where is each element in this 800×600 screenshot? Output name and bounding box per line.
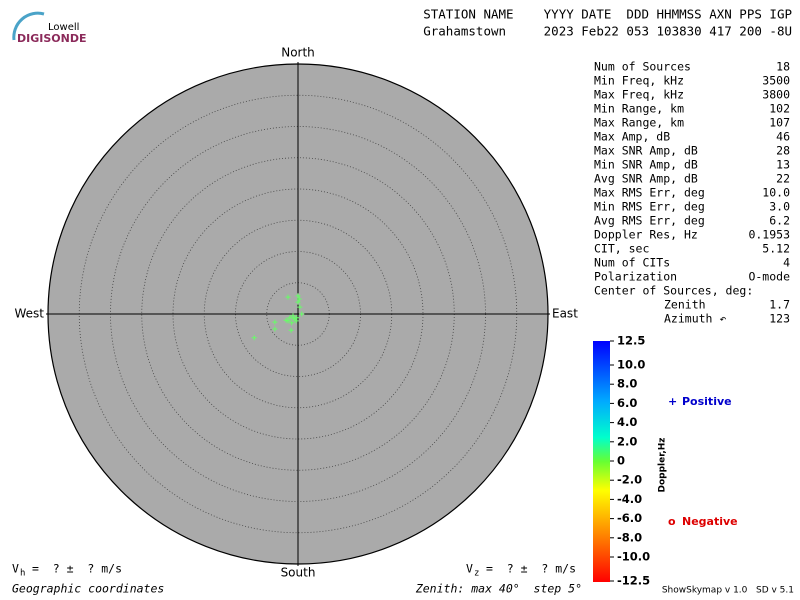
- source-point: [285, 294, 291, 300]
- colorbar-label: 12.5: [617, 334, 645, 348]
- colorbar-label: -2.0: [617, 473, 642, 487]
- center-title: Center of Sources, deg:: [594, 284, 753, 298]
- colorbar-label: -8.0: [617, 530, 642, 544]
- legend-name: Positive: [682, 395, 732, 408]
- stat-value: O-mode: [748, 270, 790, 284]
- stat-label: Avg SNR Amp, dB: [594, 172, 698, 186]
- coords: Geographic coordinates: [12, 582, 164, 596]
- zenith-note: Zenith: max 40° step 5°: [415, 582, 582, 596]
- vh-text: = ? ± ? m/s: [32, 562, 122, 576]
- stat-label: Max RMS Err, deg: [594, 186, 705, 200]
- vz-symbol: V: [466, 562, 473, 576]
- colorbar: [593, 341, 610, 582]
- source-point: [272, 319, 278, 325]
- dir-north: North: [281, 46, 315, 60]
- stat-value: 4: [783, 256, 790, 270]
- source-point: [283, 317, 289, 323]
- colorbar-label: -10.0: [617, 550, 650, 564]
- colorbar-label: -12.5: [617, 574, 650, 588]
- legend-symbol: +: [668, 395, 677, 408]
- stat-value: 3500: [762, 74, 790, 88]
- stat-value: 0.1953: [748, 228, 790, 242]
- source-point: [272, 326, 278, 332]
- vh-symbol: V: [12, 562, 19, 576]
- logo-arc: [12, 11, 45, 41]
- header-labels: STATION NAME YYYY DATE DDD HHMMSS AXN PP…: [423, 7, 792, 22]
- center-label: Zenith: [664, 298, 706, 312]
- colorbar-label: 10.0: [617, 358, 645, 372]
- stat-value: 6.2: [769, 214, 790, 228]
- stat-value: 13: [776, 158, 790, 172]
- source-point: [290, 313, 296, 319]
- vz-text: = ? ± ? m/s: [486, 562, 576, 576]
- center-label: Azimuth ↶: [664, 312, 726, 326]
- stat-label: Min RMS Err, deg: [594, 200, 705, 214]
- legend-symbol: o: [668, 515, 676, 528]
- colorbar-title: Doppler,Hz: [658, 437, 668, 492]
- stat-label: Max Freq, kHz: [594, 88, 684, 102]
- colorbar-label: 8.0: [617, 377, 637, 391]
- stat-label: Max Amp, dB: [594, 130, 670, 144]
- source-point: [288, 327, 294, 333]
- stat-value: 5.12: [762, 242, 790, 256]
- stat-label: Avg RMS Err, deg: [594, 214, 705, 228]
- colorbar-label: 4.0: [617, 415, 637, 429]
- source-point: [299, 311, 305, 317]
- logo-line1: Lowell: [48, 22, 79, 33]
- colorbar-label: 2.0: [617, 434, 637, 448]
- source-point: [295, 293, 301, 299]
- stat-value: 46: [776, 130, 790, 144]
- stat-label: Num of Sources: [594, 60, 691, 74]
- colorbar-label: -6.0: [617, 511, 642, 525]
- stat-label: Max SNR Amp, dB: [594, 144, 698, 158]
- source-point: [289, 320, 295, 326]
- stat-value: 18: [776, 60, 790, 74]
- vz-sub: z: [474, 569, 479, 579]
- colorbar-label: 0: [617, 454, 625, 468]
- dir-south: South: [281, 566, 316, 580]
- stat-value: 28: [776, 144, 790, 158]
- stat-value: 22: [776, 172, 790, 186]
- stat-label: Num of CITs: [594, 256, 670, 270]
- stat-value: 10.0: [762, 186, 790, 200]
- stat-label: Max Range, km: [594, 116, 684, 130]
- stat-label: Polarization: [594, 270, 677, 284]
- colorbar-label: 6.0: [617, 396, 637, 410]
- stat-value: 102: [769, 102, 790, 116]
- source-point: [287, 315, 293, 321]
- stat-value: 3.0: [769, 200, 790, 214]
- dir-east: East: [552, 307, 578, 321]
- stat-label: Min Freq, kHz: [594, 74, 684, 88]
- stat-label: Min Range, km: [594, 102, 684, 116]
- stat-label: Min SNR Amp, dB: [594, 158, 698, 172]
- source-point: [296, 296, 302, 302]
- source-point: [293, 318, 299, 324]
- logo-line2: DIGISONDE: [17, 32, 86, 45]
- source-point: [297, 304, 303, 310]
- version: ShowSkymap v 1.0 SD v 5.1: [662, 586, 794, 596]
- stat-label: CIT, sec: [594, 242, 649, 256]
- header-values: Grahamstown 2023 Feb22 053 103830 417 20…: [423, 24, 792, 39]
- center-value: 1.7: [769, 298, 790, 312]
- legend-name: Negative: [682, 515, 738, 528]
- source-point: [251, 335, 257, 341]
- source-point: [295, 299, 301, 305]
- stat-value: 107: [769, 116, 790, 130]
- colorbar-label: -4.0: [617, 492, 642, 506]
- center-value: 123: [769, 312, 790, 326]
- vh-sub: h: [20, 569, 25, 579]
- dir-west: West: [14, 307, 44, 321]
- stat-label: Doppler Res, Hz: [594, 228, 698, 242]
- stat-value: 3800: [762, 88, 790, 102]
